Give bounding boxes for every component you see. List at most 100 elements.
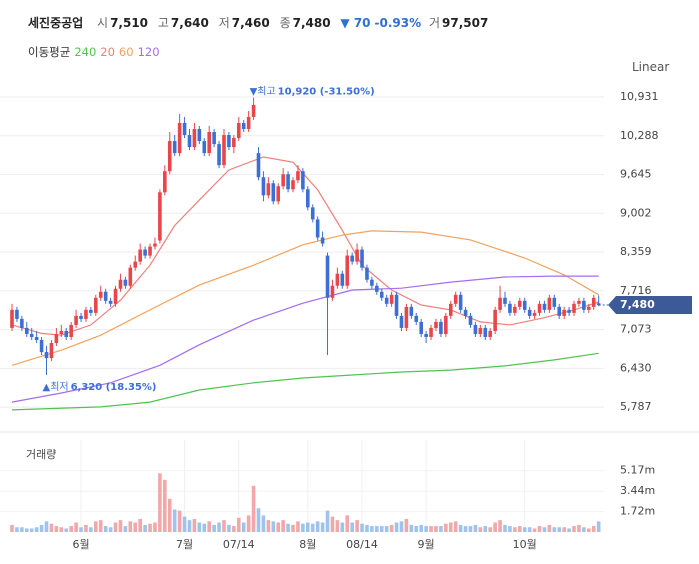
candle-body (557, 306, 562, 316)
candle-body (74, 315, 78, 325)
volume-bar (98, 520, 103, 532)
candle-body (138, 249, 142, 262)
volume-bar (493, 522, 497, 532)
volume-bar (118, 520, 123, 532)
volume-bar (567, 528, 571, 532)
label: 고 (157, 16, 169, 30)
volume-bar (379, 526, 384, 532)
candle-body (310, 207, 315, 220)
volume-bar (192, 518, 197, 532)
high-note-label: ▼최고 (250, 86, 276, 98)
volume-bar (128, 521, 133, 532)
candle-body (227, 135, 231, 148)
candle-body (517, 300, 522, 307)
candle-body (552, 297, 557, 307)
volume-bar (483, 526, 488, 532)
x-tick-label: 08/14 (346, 538, 378, 551)
low-note-value: 6,320 (18.35%) (71, 382, 157, 393)
volume-bar (79, 527, 83, 532)
scale-toggle[interactable]: Linear (632, 60, 670, 74)
volume-bar (148, 523, 152, 532)
volume-bar (133, 522, 138, 532)
candle-body (251, 104, 256, 117)
legend-entry: 240 (74, 45, 97, 59)
legend-entry: 120 (137, 45, 160, 59)
y-tick-label: 5,787 (620, 400, 652, 413)
candle-body (59, 330, 64, 334)
volume-bar (15, 527, 19, 532)
volume-bar (232, 526, 236, 532)
candle-body (182, 122, 187, 136)
volume-bar (419, 524, 423, 532)
volume-bar (473, 524, 478, 532)
volume-bar (532, 528, 537, 532)
y-tick-label: 7,716 (620, 284, 652, 297)
volume-bar (360, 523, 364, 532)
candle-body (448, 303, 453, 316)
candle-body (79, 315, 83, 319)
candle-body (384, 297, 389, 304)
volume-bar (409, 524, 414, 532)
volume-bar (582, 527, 586, 532)
volume-bar (291, 524, 295, 532)
candle-body (286, 174, 290, 190)
candle-body (222, 135, 226, 166)
ma-line (11, 275, 599, 403)
volume-bar (246, 515, 251, 532)
volume-bar (444, 523, 448, 532)
volume-bar (498, 520, 502, 532)
candle-body (522, 300, 527, 310)
open: 7,510 (110, 16, 149, 30)
volume-bar (39, 524, 44, 532)
candle-body (128, 267, 133, 286)
volume-bar (222, 520, 226, 532)
volume-bar (138, 518, 142, 532)
volume-bar (552, 527, 557, 532)
candle-body (39, 340, 44, 353)
candle-body (261, 177, 266, 196)
high-note-value: 10,920 (-31.50%) (278, 87, 375, 98)
candle-body (439, 321, 443, 334)
candle-body (207, 132, 211, 154)
volume-bar (217, 522, 221, 532)
volume-bar (197, 522, 202, 532)
volume-bar (325, 510, 330, 532)
volume-bar (202, 523, 207, 532)
volume-bar (177, 510, 182, 532)
candle-body (424, 333, 428, 337)
candle-body (360, 249, 364, 268)
volume-bar (108, 527, 113, 532)
candle-body (483, 327, 488, 337)
candle-body (108, 300, 113, 304)
y-tick-label: 8,359 (620, 245, 652, 258)
volume-bar (468, 526, 473, 532)
volume-bar (488, 527, 493, 532)
candle-body (246, 116, 251, 130)
x-tick-label: 07/14 (223, 538, 255, 551)
volume-bar (399, 521, 404, 532)
volume: 97,507 (442, 16, 489, 30)
volume-bar (182, 516, 187, 532)
volume-bar (306, 522, 310, 532)
candle-body (103, 291, 108, 301)
volume-bar (335, 520, 340, 532)
volume-bar (296, 521, 300, 532)
low-note-label: ▲최저 (43, 381, 69, 393)
volume-bar (49, 523, 54, 532)
volume-bar (394, 522, 399, 532)
volume-bar (271, 521, 276, 532)
candle-body (508, 303, 512, 313)
volume-bar (375, 526, 379, 532)
candle-body (503, 297, 507, 304)
candle-body (212, 132, 216, 145)
candle-body (350, 255, 354, 262)
close: 7,480 (292, 16, 331, 30)
volume-bar (513, 527, 517, 532)
volume-bar (44, 521, 49, 532)
volume-bar (542, 527, 547, 532)
y-tick-label: 10,931 (620, 90, 659, 103)
candle-body (34, 336, 39, 340)
candle-body (399, 315, 404, 328)
volume-bar (453, 521, 458, 532)
volume-bar (562, 527, 566, 532)
